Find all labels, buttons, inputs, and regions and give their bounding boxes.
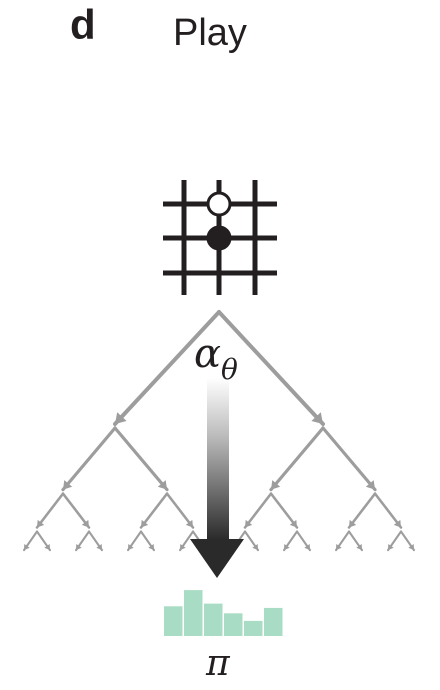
policy-bar [204, 603, 223, 636]
tree-arrowhead [304, 543, 310, 551]
tree-arrowhead [63, 480, 73, 490]
tree-arrowhead [311, 412, 323, 424]
tree-arrowhead [81, 519, 89, 528]
policy-bar [164, 606, 183, 636]
tree-branch [61, 426, 117, 492]
tree-branch [347, 492, 377, 529]
tree-branch [61, 492, 91, 529]
search-tree [22, 310, 416, 552]
tree-branch [269, 426, 325, 492]
black-stone [206, 225, 232, 251]
arrow-head [190, 539, 244, 578]
tree-branch [243, 492, 273, 529]
tree-branch [269, 492, 299, 529]
tree-branch [373, 492, 403, 529]
tree-arrowhead [252, 543, 258, 551]
tree-arrowhead [24, 543, 30, 551]
tree-arrowhead [284, 543, 290, 551]
tree-branch [113, 310, 221, 426]
tree-arrowhead [365, 480, 375, 490]
tree-arrowhead [44, 543, 50, 551]
tree-arrowhead [185, 519, 193, 528]
tree-arrowhead [148, 543, 154, 551]
policy-distribution [164, 590, 283, 636]
tree-arrowhead [336, 543, 342, 551]
policy-bar [184, 590, 203, 636]
tree-arrowhead [271, 480, 281, 490]
tree-arrowhead [115, 412, 127, 424]
tree-arrowhead [349, 519, 357, 528]
go-board [163, 180, 277, 295]
tree-arrowhead [245, 519, 253, 528]
tree-branch [35, 492, 65, 529]
panel-letter: d [70, 1, 96, 48]
policy-label: π [206, 643, 230, 684]
tree-branch [217, 310, 325, 426]
policy-bar [244, 620, 263, 636]
panel-title: Play [173, 12, 247, 54]
arrow-shaft [207, 378, 229, 540]
tree-branch [113, 426, 169, 492]
policy-bar [224, 613, 243, 636]
tree-arrowhead [180, 543, 186, 551]
tree-branch [321, 426, 377, 492]
network-label: αθ [194, 331, 238, 386]
tree-arrowhead [96, 543, 102, 551]
policy-bar [264, 607, 283, 636]
tree-arrowhead [128, 543, 134, 551]
tree-arrowhead [356, 543, 362, 551]
tree-arrowhead [37, 519, 45, 528]
tree-arrowhead [388, 543, 394, 551]
tree-branch [165, 492, 195, 529]
tree-arrowhead [393, 519, 401, 528]
tree-arrowhead [408, 543, 414, 551]
white-stone [206, 191, 232, 217]
tree-arrowhead [157, 480, 167, 490]
tree-arrowhead [76, 543, 82, 551]
tree-arrowhead [289, 519, 297, 528]
board-grid [163, 180, 277, 295]
network-arrow [190, 378, 244, 578]
tree-arrowhead [141, 519, 149, 528]
tree-branch [139, 492, 169, 529]
